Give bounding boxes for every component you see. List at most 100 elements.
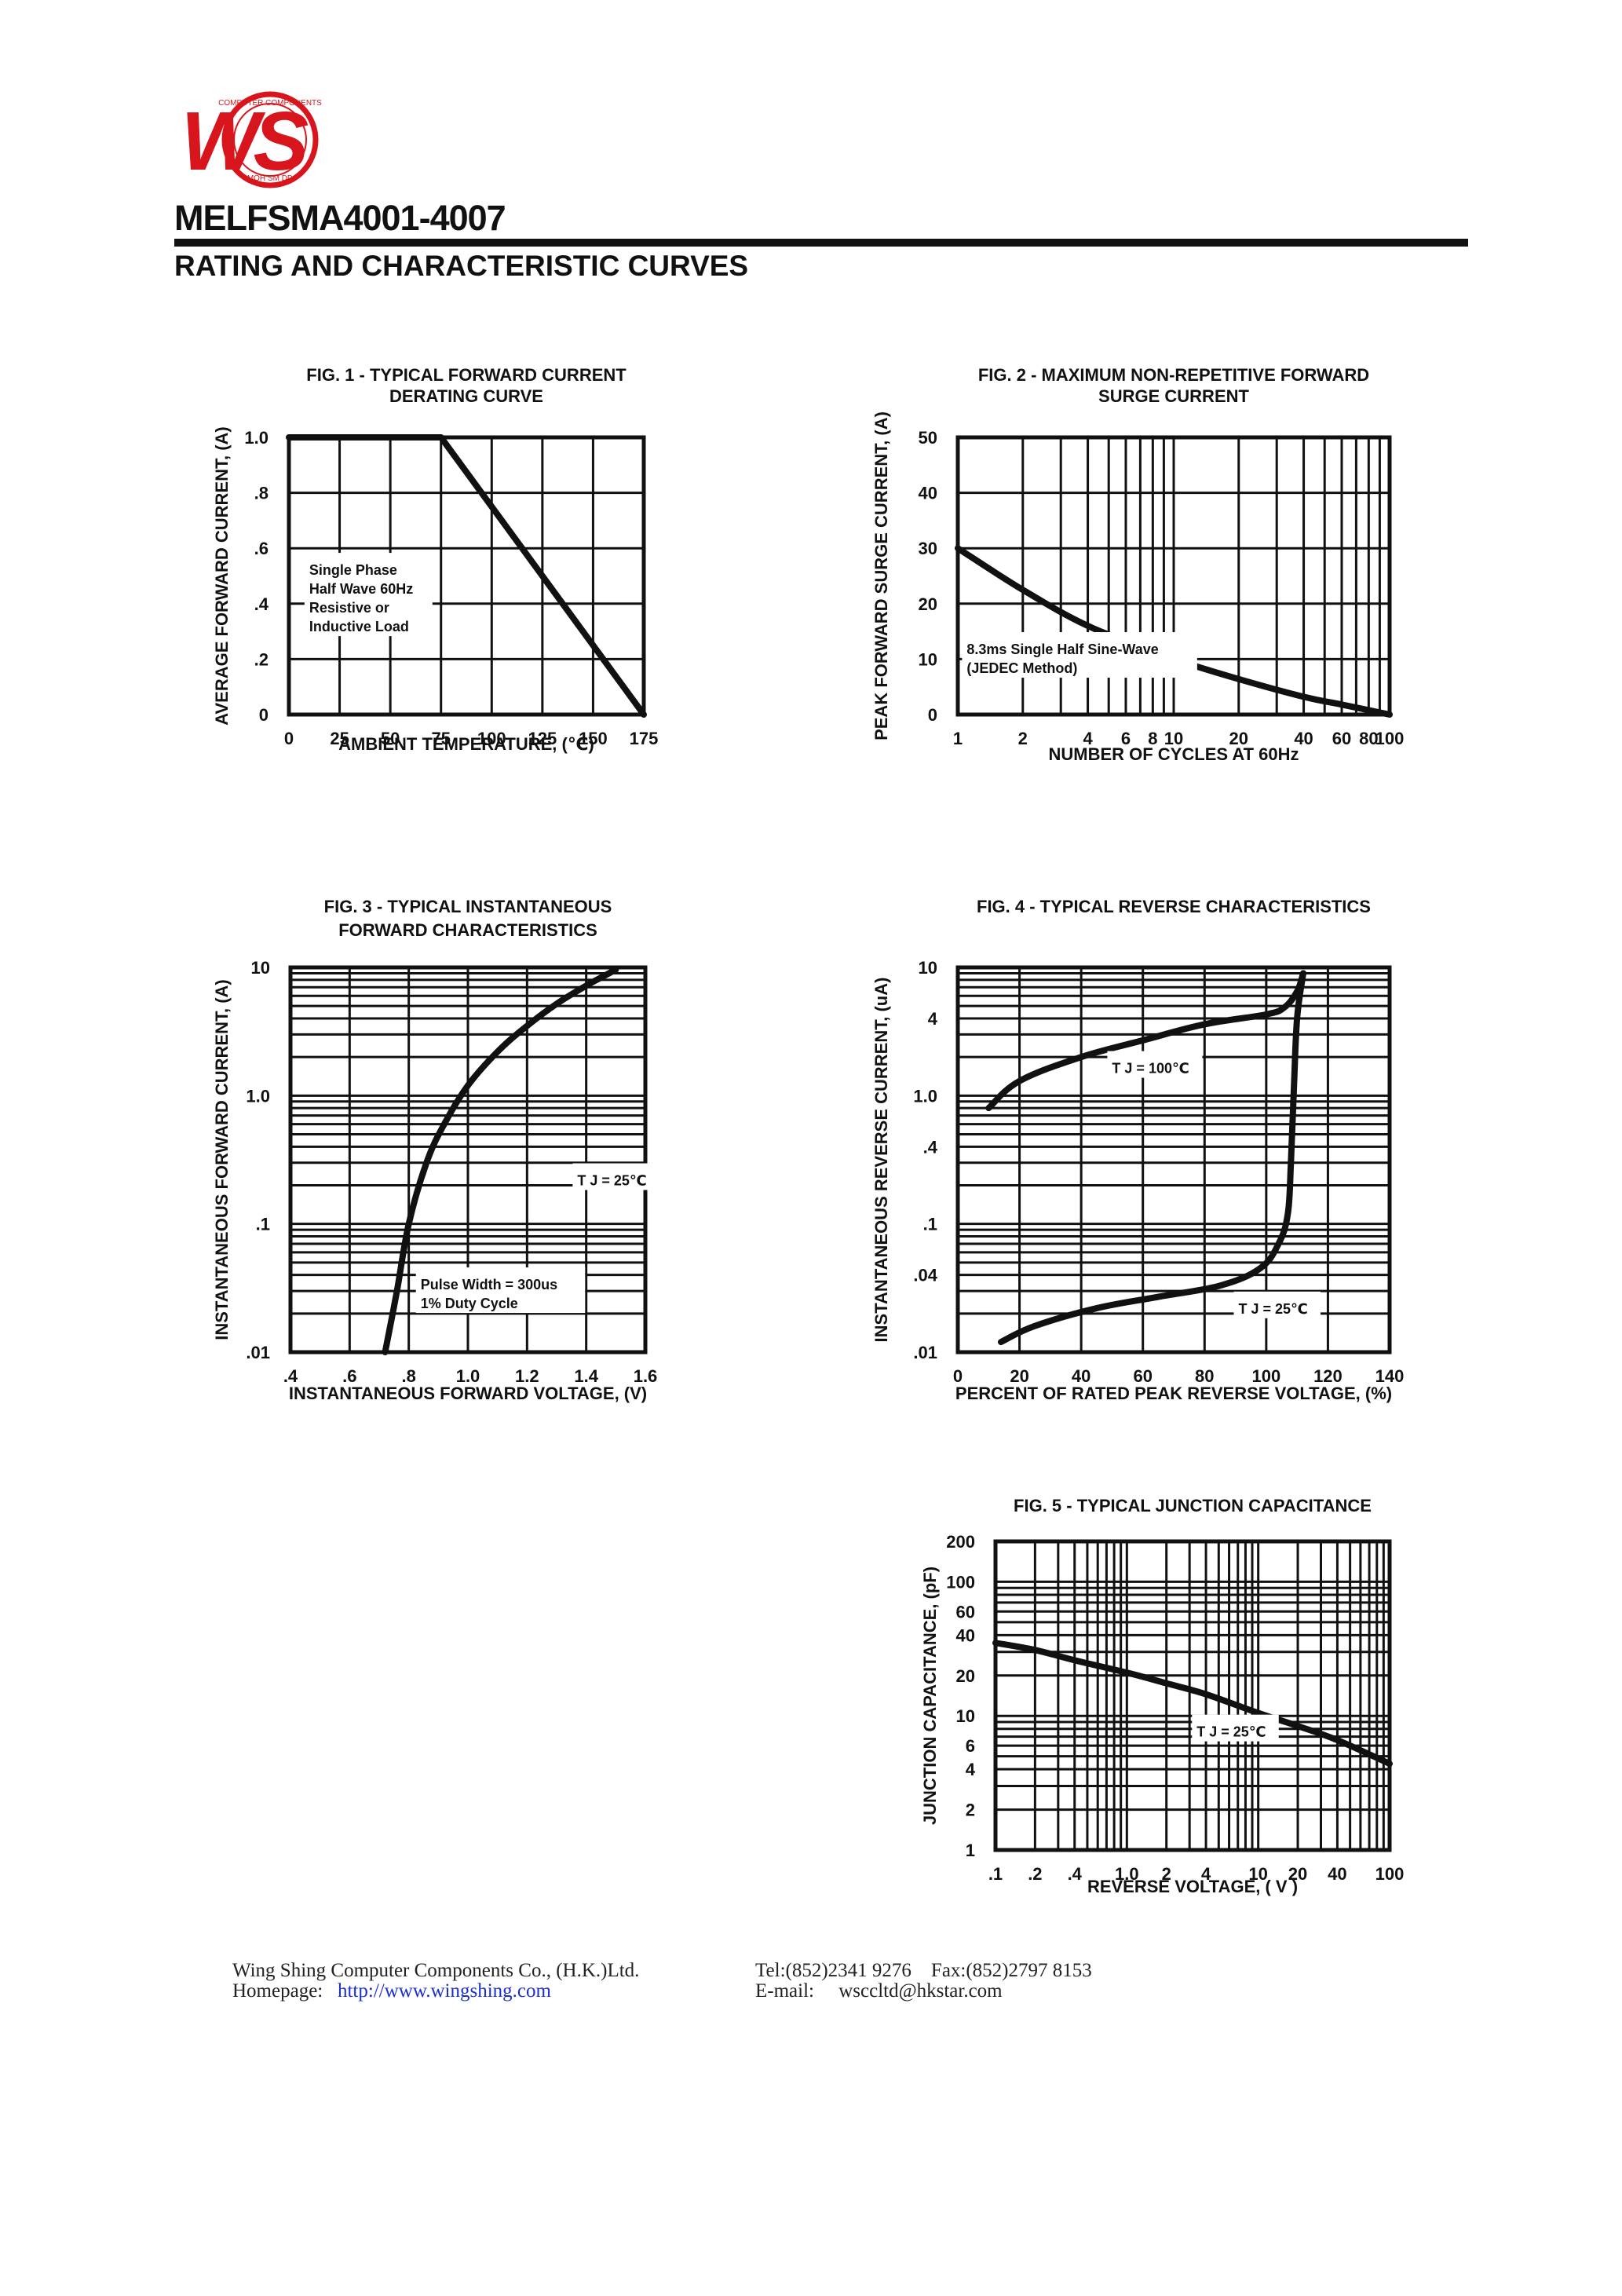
fig1-annotation-1-line-2: Half Wave 60Hz: [309, 581, 413, 597]
fig3-annotation-2-bg: [415, 1267, 586, 1314]
fig1-xtick-label-4: 75: [431, 729, 450, 748]
fig3-series-1-line: [382, 966, 619, 1355]
footer-homepage: Homepage: http://www.wingshing.com: [232, 1980, 551, 2002]
fig3-xtick-label-5: 1.2: [515, 1366, 539, 1386]
fig4-x-axis-label: PERCENT OF RATED PEAK REVERSE VOLTAGE, (…: [955, 1384, 1392, 1403]
page-title: MELFSMA4001-4007: [174, 198, 506, 238]
fig3-annotation-2: Pulse Width = 300us 1% Duty Cycle: [415, 1267, 586, 1314]
fig4-title-line-1: FIG. 4 - TYPICAL REVERSE CHARACTERISTICS: [977, 897, 1371, 916]
fig2-xtick-label-8: 40: [1294, 729, 1313, 748]
page-subtitle: RATING AND CHARACTERISTIC CURVES: [174, 250, 749, 282]
fig4-ytick-label-3: .1: [923, 1215, 937, 1234]
fig1-annotation-1: Single Phase Half Wave 60Hz Resistive or In…: [304, 553, 433, 637]
fig3-ytick-label-1: .01: [246, 1343, 270, 1362]
footer-email: E-mail: wsccltd@hkstar.com: [755, 1980, 1003, 2002]
company-logo: COMPUTER COMPONENTS MOH SM DD WS: [181, 91, 322, 188]
footer-company: Wing Shing Computer Components Co., (H.K…: [232, 1960, 640, 1981]
fig4-annotation-2-line-1: T J = 25℃: [1239, 1301, 1308, 1317]
footer-homepage-link[interactable]: http://www.wingshing.com: [337, 1980, 551, 2002]
fig4-xtick-label-3: 40: [1072, 1366, 1090, 1386]
fig4-xtick-label-2: 20: [1010, 1366, 1028, 1386]
fig3-plot-frame: [288, 965, 648, 1355]
fig5-ytick-label-7: 40: [956, 1625, 975, 1645]
fig2-xtick-label-9: 60: [1332, 729, 1351, 748]
fig5-ytick-label-2: 2: [966, 1801, 975, 1820]
fig2-xtick-label-11: 100: [1375, 729, 1405, 748]
fig1-annotation-1-bg: [304, 553, 433, 637]
fig5-ytick-label-10: 200: [946, 1532, 975, 1552]
fig2-ytick-label-5: 40: [919, 484, 937, 503]
footer-email-label: E-mail:: [755, 1980, 814, 2002]
fig4-ytick-label-2: .04: [913, 1266, 937, 1285]
fig5-title-line-1: FIG. 5 - TYPICAL JUNCTION CAPACITANCE: [1014, 1496, 1372, 1515]
fig5-grid: [995, 1541, 1390, 1850]
fig5-annotation-1-bg: [1192, 1714, 1279, 1742]
fig1-ytick-label-2: .2: [254, 649, 269, 669]
fig2-grid: [958, 437, 1390, 715]
title-divider: [174, 239, 1468, 247]
fig1-grid: [289, 437, 644, 715]
fig3-forward-chart: FIG. 3 - TYPICAL INSTANTANEOUS FORWARD CH…: [212, 897, 659, 1403]
fig5-ytick-label-3: 4: [966, 1760, 976, 1779]
fig3-ytick-label-4: 10: [251, 958, 270, 978]
footer-email-value[interactable]: wsccltd@hkstar.com: [838, 1980, 1003, 2002]
fig5-xtick-label-8: 20: [1288, 1864, 1307, 1884]
fig2-xtick-label-7: 20: [1229, 729, 1248, 748]
fig3-y-axis-label: INSTANTANEOUS FORWARD CURRENT, (A): [212, 979, 232, 1340]
fig5-xtick-label-7: 10: [1248, 1864, 1267, 1884]
fig4-ytick-label-1: .01: [913, 1343, 937, 1362]
fig5-xtick-label-10: 100: [1375, 1864, 1405, 1884]
fig3-annotation-1: T J = 25℃: [572, 1163, 659, 1190]
fig3-annotation-2-line-1: Pulse Width = 300us: [421, 1277, 557, 1292]
fig5-ytick-label-4: 6: [966, 1736, 975, 1756]
fig5-xtick-label-9: 40: [1328, 1864, 1346, 1884]
fig2-title-line-2: SURGE CURRENT: [1098, 386, 1249, 406]
fig2-x-axis-label: NUMBER OF CYCLES AT 60Hz: [1048, 744, 1299, 764]
fig2-xtick-label-5: 8: [1148, 729, 1157, 748]
fig1-ytick-label-4: .6: [254, 539, 269, 558]
fig5-xtick-label-3: .4: [1068, 1864, 1083, 1884]
fig3-ytick-label-2: .1: [256, 1215, 270, 1234]
fig4-ytick-label-7: 10: [919, 958, 937, 978]
fig5-xtick-label-5: 2: [1162, 1864, 1171, 1884]
fig2-xtick-label-3: 4: [1083, 729, 1093, 748]
fig4-series-2-line: [998, 970, 1306, 1346]
fig1-xtick-label-1: 0: [284, 729, 294, 748]
fig2-annotation-1-line-1: 8.3ms Single Half Sine-Wave: [966, 642, 1158, 657]
fig2-ytick-label-2: 10: [919, 649, 937, 669]
fig2-ytick-label-4: 30: [919, 539, 937, 558]
fig3-xtick-label-7: 1.6: [634, 1366, 658, 1386]
fig1-title-line-1: FIG. 1 - TYPICAL FORWARD CURRENT: [306, 365, 627, 385]
fig1-xtick-label-6: 125: [528, 729, 557, 748]
fig2-ytick-label-1: 0: [928, 705, 937, 725]
fig4-annotation-2: T J = 25℃: [1233, 1291, 1321, 1318]
fig5-xtick-label-2: .2: [1028, 1864, 1042, 1884]
fig1-ytick-label-1: 0: [259, 705, 269, 725]
fig5-annotation-1-line-1: T J = 25℃: [1196, 1724, 1266, 1740]
fig5-x-axis-label: REVERSE VOLTAGE, ( V ): [1087, 1877, 1298, 1896]
fig2-xtick-label-4: 6: [1121, 729, 1131, 748]
fig4-xtick-label-5: 80: [1195, 1366, 1214, 1386]
fig4-xtick-label-6: 100: [1251, 1366, 1280, 1386]
fig2-plot-frame: [955, 435, 1392, 717]
fig5-ytick-label-9: 100: [946, 1572, 975, 1592]
fig4-ytick-label-5: 1.0: [913, 1086, 937, 1106]
fig3-xtick-label-6: 1.4: [574, 1366, 598, 1386]
logo-letters: WS: [181, 95, 309, 188]
fig1-xtick-label-5: 100: [477, 729, 506, 748]
fig2-xtick-label-6: 10: [1164, 729, 1183, 748]
fig1-annotation-1-line-1: Single Phase: [309, 562, 397, 578]
fig1-derating-chart: FIG. 1 - TYPICAL FORWARD CURRENTDERATING…: [212, 365, 658, 754]
fig5-plot-frame: [993, 1539, 1392, 1852]
fig2-ytick-label-6: 50: [919, 428, 937, 448]
fig3-annotation-1-bg: [572, 1163, 659, 1190]
fig1-plot-frame: [287, 435, 646, 717]
fig1-ytick-label-3: .4: [254, 594, 269, 614]
fig1-xtick-label-7: 150: [579, 729, 608, 748]
fig5-ytick-label-5: 10: [956, 1706, 975, 1726]
fig4-annotation-1-line-1: T J = 100℃: [1112, 1061, 1189, 1077]
fig2-title-line-1: FIG. 2 - MAXIMUM NON-REPETITIVE FORWARD: [978, 365, 1369, 385]
fig1-annotation-1-line-3: Resistive or: [309, 600, 389, 616]
fig1-y-axis-label: AVERAGE FORWARD CURRENT, (A): [212, 426, 232, 726]
fig2-y-axis-label: PEAK FORWARD SURGE CURRENT, (A): [871, 411, 891, 740]
